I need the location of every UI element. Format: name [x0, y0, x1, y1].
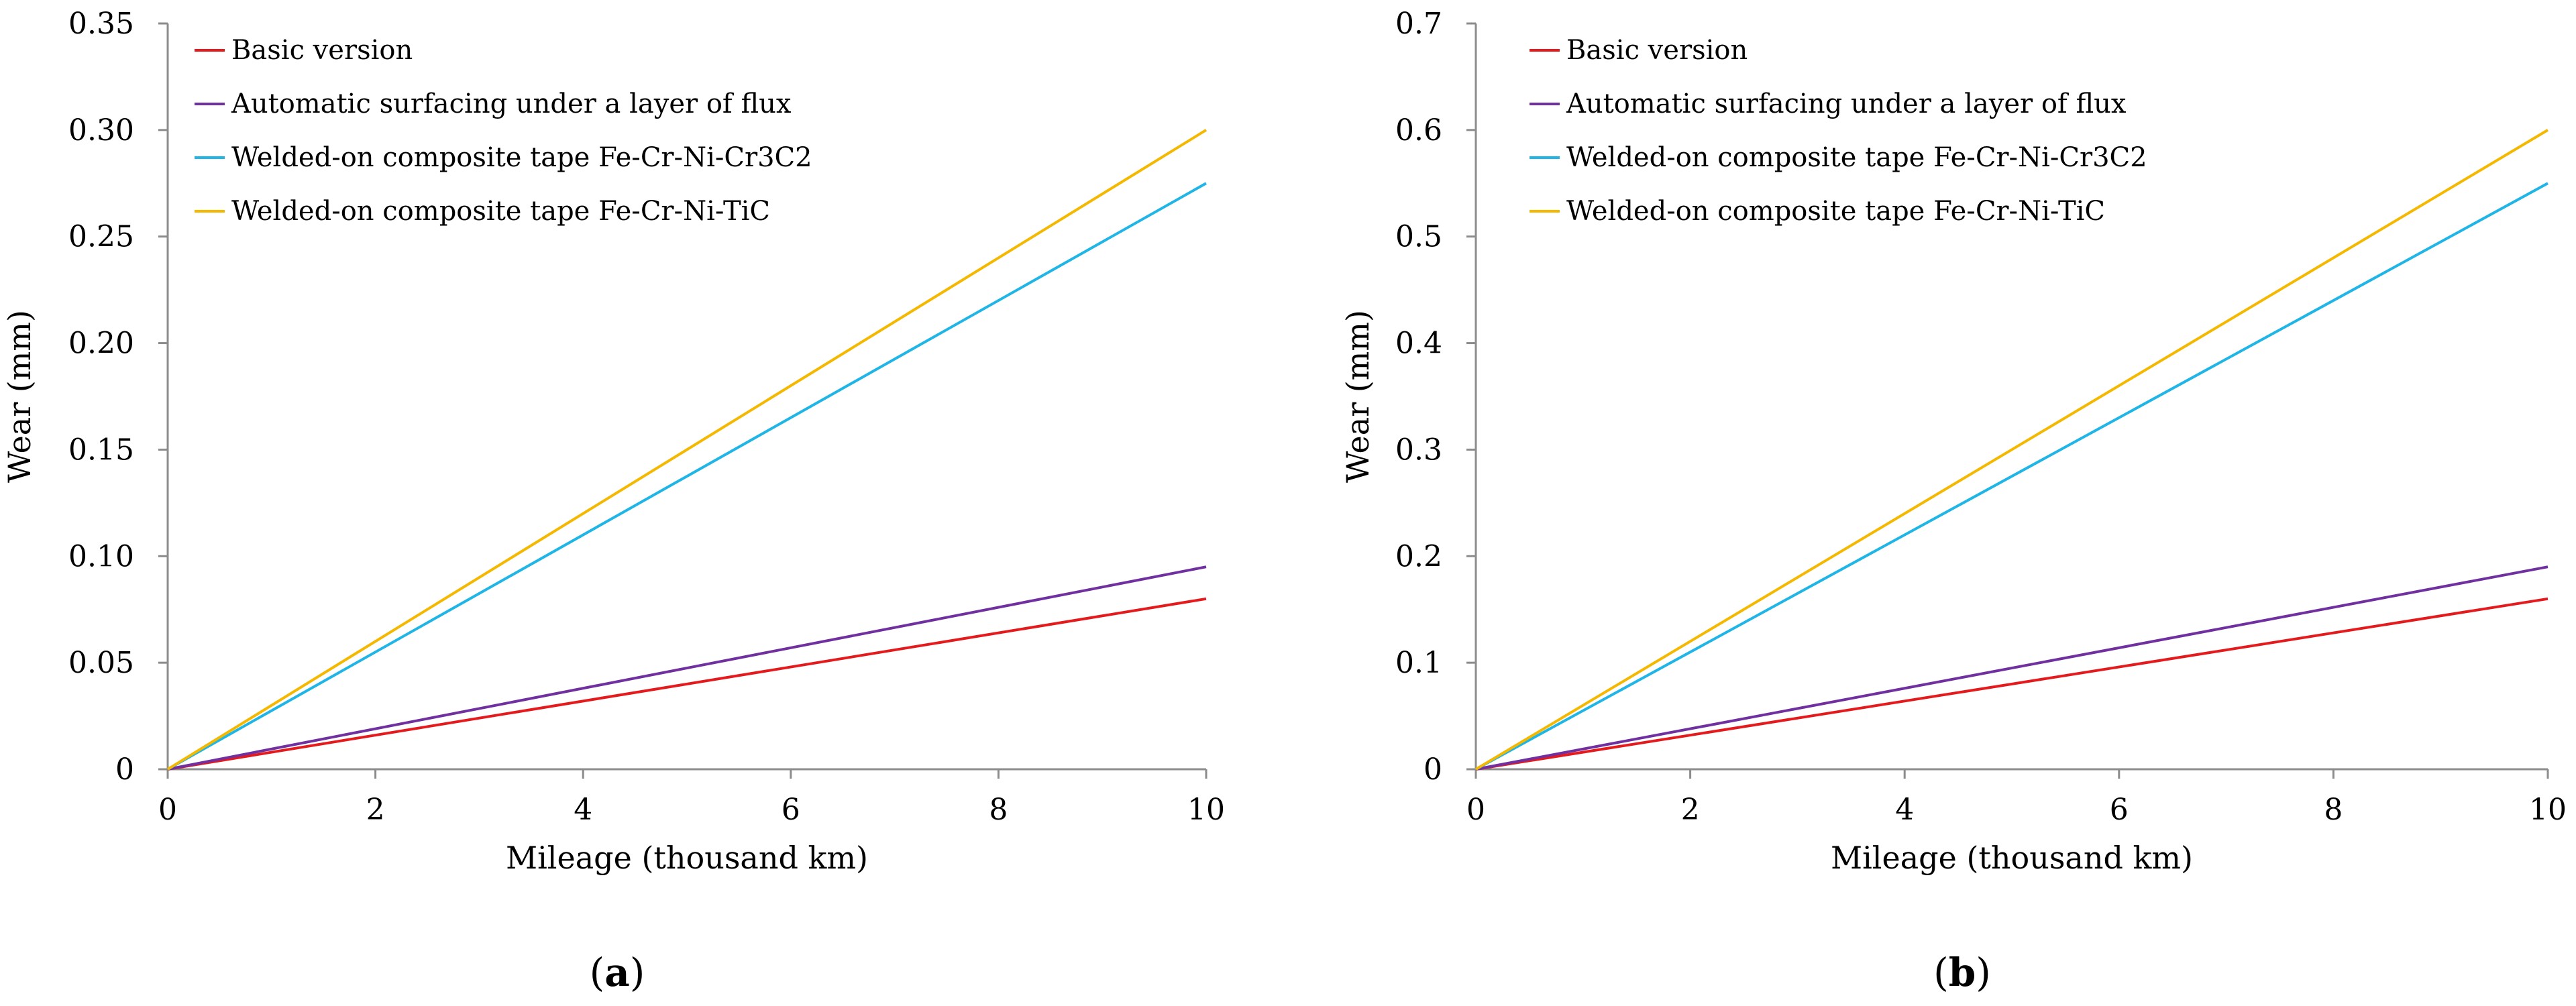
x-tick-label: 2	[1681, 793, 1700, 827]
x-tick-label: 10	[1187, 793, 1225, 827]
legend-label-1: Basic version	[1566, 35, 1748, 66]
legend-label-1: Basic version	[231, 35, 413, 66]
y-tick-label: 0.4	[1395, 327, 1442, 361]
x-tick-label: 4	[574, 793, 592, 827]
x-tick-label: 2	[366, 793, 385, 827]
chart-a: 0 2 4 6 8 10 0 0.05 0.10 0.15 0.20 0.25 0.30 0.35 Mile…	[1, 7, 1225, 876]
y-tick-label: 0.5	[1395, 220, 1442, 254]
legend-label-2: Automatic surfacing under a layer of flu…	[231, 89, 792, 119]
x-axis-title: Mileage (thousand km)	[1831, 840, 2193, 876]
x-tick-label: 0	[158, 793, 177, 827]
y-tick-label: 0.2	[1395, 539, 1442, 573]
series-line-4	[166, 129, 1208, 771]
legend-label-4: Welded-on composite tape Fe-Cr-Ni-TiC	[231, 196, 770, 227]
series-line-1	[1475, 597, 2548, 771]
y-tick-label: 0.05	[68, 646, 134, 680]
series-line-4	[1474, 129, 2549, 771]
x-tick-label: 0	[1466, 793, 1485, 827]
y-tick-label: 0.35	[68, 7, 134, 41]
y-tick-label: 0.20	[68, 327, 134, 361]
series-line-3	[167, 182, 1207, 771]
x-tick-label: 10	[2529, 793, 2567, 827]
legend-label-3: Welded-on composite tape Fe-Cr-Ni-Cr3C2	[231, 142, 812, 173]
x-tick-label: 6	[782, 793, 800, 827]
legend-label-3: Welded-on composite tape Fe-Cr-Ni-Cr3C2	[1566, 142, 2147, 173]
legend-label-4: Welded-on composite tape Fe-Cr-Ni-TiC	[1566, 196, 2105, 227]
x-tick-label: 4	[1895, 793, 1914, 827]
x-axis-title: Mileage (thousand km)	[506, 840, 868, 876]
y-tick-label: 0.10	[68, 539, 134, 573]
x-tick-label: 6	[2110, 793, 2129, 827]
y-tick-label: 0	[115, 752, 134, 787]
y-tick-label: 0	[1424, 752, 1442, 787]
y-tick-label: 0.7	[1395, 7, 1442, 41]
y-tick-label: 0.25	[68, 220, 134, 254]
y-tick-label: 0.3	[1395, 433, 1442, 467]
y-tick-label: 0.1	[1395, 646, 1442, 680]
y-axis-title: Wear (mm)	[1, 310, 38, 483]
chart-b: 0 2 4 6 8 10 0 0.1 0.2 0.3 0.4 0.5 0.6 0.7 Mileage (th…	[1340, 7, 2567, 876]
y-tick-label: 0.6	[1395, 113, 1442, 148]
x-tick-label: 8	[989, 793, 1008, 827]
series-line-2	[167, 565, 1207, 771]
legend-label-2: Automatic surfacing under a layer of flu…	[1566, 89, 2127, 119]
y-axis-title: Wear (mm)	[1340, 310, 1376, 483]
series-line-1	[167, 597, 1207, 771]
series-line-2	[1475, 565, 2548, 771]
series-line-3	[1475, 182, 2548, 771]
panel-label-a: (a)	[590, 950, 645, 995]
y-tick-label: 0.15	[68, 433, 134, 467]
y-tick-label: 0.30	[68, 113, 134, 148]
panel-label-b: (b)	[1933, 950, 1991, 995]
x-tick-label: 8	[2324, 793, 2343, 827]
